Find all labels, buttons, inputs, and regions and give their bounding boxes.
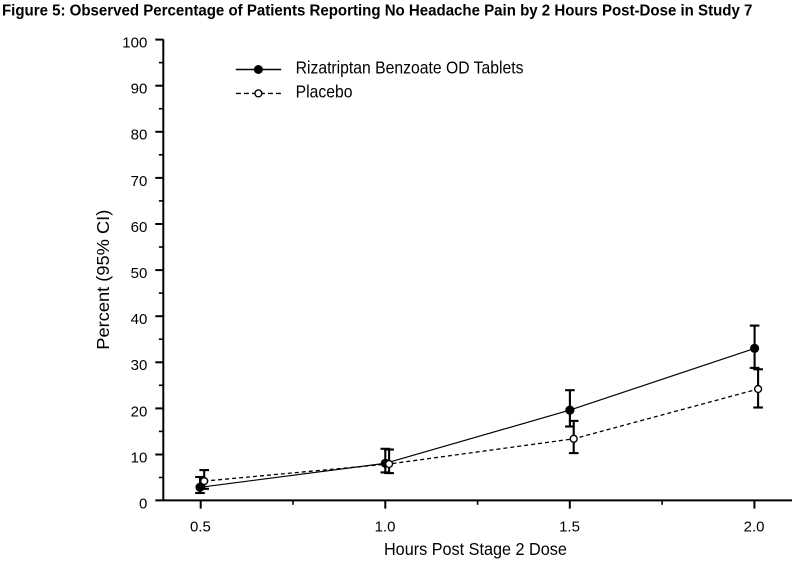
svg-text:50: 50 [131, 265, 148, 282]
svg-text:80: 80 [131, 127, 148, 144]
svg-text:60: 60 [131, 219, 148, 236]
svg-text:40: 40 [131, 311, 148, 328]
svg-text:100: 100 [122, 35, 147, 52]
svg-text:Rizatriptan Benzoate OD Tablet: Rizatriptan Benzoate OD Tablets [296, 58, 524, 78]
svg-text:1.0: 1.0 [375, 518, 396, 535]
svg-text:90: 90 [131, 81, 148, 98]
svg-text:0: 0 [139, 496, 147, 513]
svg-text:0.5: 0.5 [190, 518, 211, 535]
svg-text:20: 20 [131, 403, 148, 420]
svg-text:30: 30 [131, 357, 148, 374]
svg-text:70: 70 [131, 173, 148, 190]
svg-text:10: 10 [131, 449, 148, 466]
svg-text:Percent (95% CI): Percent (95% CI) [93, 210, 113, 350]
svg-text:Figure 5: Observed Percentage: Figure 5: Observed Percentage of Patient… [2, 2, 752, 20]
svg-text:Hours Post Stage 2 Dose: Hours Post Stage 2 Dose [384, 540, 567, 560]
svg-text:1.5: 1.5 [559, 518, 580, 535]
svg-text:Placebo: Placebo [296, 82, 353, 102]
svg-text:2.0: 2.0 [744, 518, 765, 535]
